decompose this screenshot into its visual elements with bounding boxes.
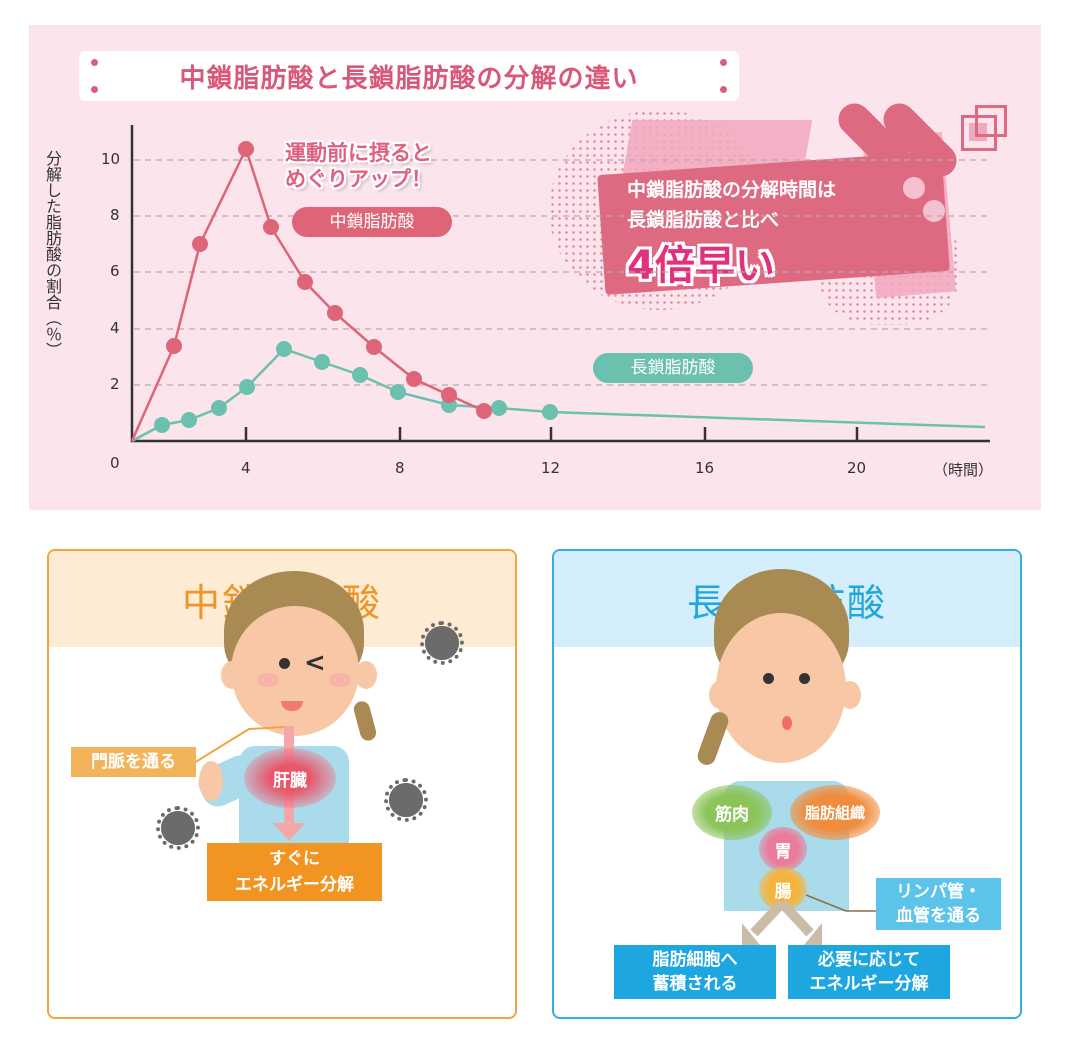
mouth bbox=[281, 701, 303, 711]
lymph-vessel-label: リンパ管・ 血管を通る bbox=[876, 878, 1001, 930]
decor-dot bbox=[720, 59, 727, 66]
ear bbox=[355, 661, 377, 689]
eye bbox=[763, 673, 774, 684]
decor-dot bbox=[91, 86, 98, 93]
x-tick: 20 bbox=[847, 459, 867, 477]
stomach-organ: 胃 bbox=[759, 827, 807, 871]
x-axis-unit: （時間） bbox=[933, 461, 994, 479]
lymph-label-line-1: リンパ管・ bbox=[896, 882, 981, 902]
x-tick: 12 bbox=[541, 459, 561, 477]
mct-result-line-1: すぐに bbox=[269, 849, 320, 869]
flow-arrow-icon bbox=[273, 823, 305, 841]
y-axis-label: 分解した脂肪酸の割合（％） bbox=[43, 150, 62, 358]
woman-surprised-illustration: 筋肉 脂肪組織 胃 腸 リンパ管・ 血管を通る 脂肪細胞へ 蓄積される 必要に応… bbox=[554, 551, 1020, 1017]
hand-ok-sign bbox=[199, 761, 223, 801]
energy-line-2: エネルギー分解 bbox=[809, 974, 929, 994]
fat-tissue-organ: 脂肪組織 bbox=[790, 785, 880, 840]
y-tick: 2 bbox=[110, 375, 120, 393]
chart-panel: 中鎖脂肪酸と長鎖脂肪酸の分解の違い 中鎖脂肪酸の分解時間は 長鎖脂肪酸と比べ 4… bbox=[29, 25, 1041, 510]
annotation-line-1: 運動前に摂ると bbox=[285, 141, 432, 165]
mct-card: 中鎖脂肪酸 < 肝臓 門脈を通る すぐに エネルギー分解 bbox=[47, 549, 517, 1019]
storage-line-1: 脂肪細胞へ bbox=[652, 950, 738, 970]
y-tick: 10 bbox=[101, 150, 121, 168]
face bbox=[231, 606, 359, 736]
mct-result-line-2: エネルギー分解 bbox=[235, 875, 354, 895]
connector-line bbox=[188, 726, 285, 767]
line-chart bbox=[130, 125, 990, 443]
callout-line-2: 長鎖脂肪酸と比べ bbox=[627, 209, 780, 231]
x-tick: 4 bbox=[241, 459, 251, 477]
mouth bbox=[782, 716, 792, 730]
chart-title-box: 中鎖脂肪酸と長鎖脂肪酸の分解の違い bbox=[79, 51, 739, 101]
circle-decor bbox=[903, 177, 925, 199]
wink-eye-icon: < bbox=[304, 648, 326, 678]
x-tick: 16 bbox=[695, 459, 715, 477]
portal-vein-label: 門脈を通る bbox=[71, 747, 196, 777]
legend-lct: 長鎖脂肪酸 bbox=[593, 353, 753, 383]
eye bbox=[799, 673, 810, 684]
callout-text: 中鎖脂肪酸の分解時間は 長鎖脂肪酸と比べ bbox=[627, 175, 836, 235]
series-mct bbox=[130, 141, 492, 442]
callout-highlight: 4倍早い bbox=[627, 243, 775, 289]
chart-annotation: 運動前に摂ると めぐりアップ！ bbox=[285, 140, 432, 192]
germ-icon bbox=[156, 806, 200, 850]
axes bbox=[130, 125, 990, 443]
grid-lines bbox=[134, 159, 990, 386]
mct-result-box: すぐに エネルギー分解 bbox=[207, 843, 382, 901]
decor-dot bbox=[720, 86, 727, 93]
energy-line-1: 必要に応じて bbox=[818, 950, 920, 970]
storage-line-2: 蓄積される bbox=[652, 974, 738, 994]
series-lct bbox=[131, 341, 986, 443]
woman-winking-illustration: < 肝臓 門脈を通る すぐに エネルギー分解 bbox=[49, 551, 515, 1017]
x-tick: 8 bbox=[395, 459, 405, 477]
germ-icon bbox=[384, 778, 428, 822]
legend-mct: 中鎖脂肪酸 bbox=[292, 207, 452, 237]
cheek bbox=[257, 673, 279, 687]
annotation-line-2: めぐりアップ！ bbox=[285, 167, 432, 191]
muscle-organ: 筋肉 bbox=[692, 785, 772, 840]
chart-title: 中鎖脂肪酸と長鎖脂肪酸の分解の違い bbox=[179, 63, 639, 94]
lct-result-storage-box: 脂肪細胞へ 蓄積される bbox=[614, 945, 776, 999]
y-tick: 6 bbox=[110, 262, 120, 280]
lymph-label-line-2: 血管を通る bbox=[896, 906, 981, 926]
cheek bbox=[329, 673, 351, 687]
y-tick: 4 bbox=[110, 319, 120, 337]
eye bbox=[279, 658, 290, 669]
liver-organ: 肝臓 bbox=[244, 748, 336, 808]
face bbox=[716, 613, 846, 763]
squares-decor-icon bbox=[961, 105, 1011, 155]
y-tick: 0 bbox=[110, 454, 120, 472]
lct-result-energy-box: 必要に応じて エネルギー分解 bbox=[788, 945, 950, 999]
decor-dot bbox=[91, 59, 98, 66]
split-arrows bbox=[742, 894, 876, 945]
callout-line-1: 中鎖脂肪酸の分解時間は bbox=[627, 179, 837, 201]
germ-icon bbox=[420, 621, 464, 665]
lct-card: 長鎖脂肪酸 筋肉 脂肪組織 胃 腸 リンパ管・ 血管を通る 脂肪細胞へ bbox=[552, 549, 1022, 1019]
y-tick: 8 bbox=[110, 206, 120, 224]
